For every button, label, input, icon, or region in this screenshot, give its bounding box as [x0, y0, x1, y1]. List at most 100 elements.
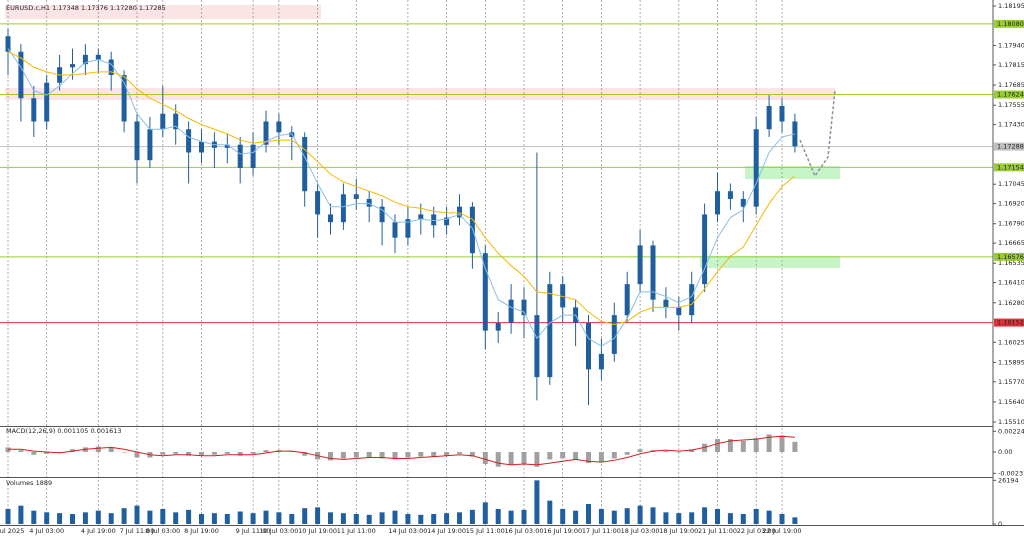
y-tick-label: 1.17685	[998, 81, 1024, 89]
candle-body	[224, 144, 230, 148]
y-tick-label: 1.17045	[998, 180, 1024, 188]
macd-bar	[186, 452, 192, 456]
x-tick-label: 16 Jul 03:00	[505, 527, 544, 535]
volume-bar	[121, 508, 127, 524]
macd-bar	[199, 452, 204, 456]
y-tick-label: 1.16790	[998, 220, 1024, 228]
y-tick-label: 1.16025	[998, 338, 1024, 346]
candle-body	[237, 144, 243, 168]
y-tick-label: 1.15510	[998, 418, 1024, 426]
x-tick-label: 9 Jul 11:00	[236, 527, 271, 535]
y-tick-label: 0	[998, 520, 1002, 528]
candle-body	[611, 315, 617, 354]
x-tick-label: 8 Jul 03:00	[145, 527, 180, 535]
macd-bar	[18, 450, 24, 452]
macd-bar	[547, 452, 553, 460]
macd-bar	[224, 452, 230, 454]
volume-bar	[740, 514, 746, 524]
x-tick-label: 21 Jul 11:00	[698, 527, 737, 535]
candle-body	[340, 194, 346, 223]
volume-bar	[5, 509, 11, 524]
macd-bar	[237, 452, 243, 456]
macd-bar	[715, 439, 720, 452]
macd-bar	[392, 452, 398, 460]
volume-bar	[70, 514, 75, 524]
volume-bar	[702, 507, 708, 524]
candle-body	[753, 129, 759, 207]
moving-average	[7, 48, 796, 347]
macd-bar	[663, 451, 669, 452]
volume-bar	[586, 504, 591, 524]
candle-body	[44, 82, 50, 122]
volume-bar	[624, 508, 630, 524]
volume-bar	[560, 509, 566, 524]
y-tick-label: 1.16410	[998, 279, 1024, 287]
volume-title: Volumes 1889	[6, 479, 52, 487]
candle-body	[186, 129, 192, 153]
macd-bar	[134, 452, 140, 458]
y-tick-label: 1.15770	[998, 378, 1024, 386]
candle-body	[482, 253, 488, 331]
macd-bar	[469, 452, 475, 457]
macd-bar	[366, 452, 372, 458]
volume-bar	[766, 510, 772, 524]
candle-body	[521, 299, 527, 316]
macd-bar	[444, 452, 450, 456]
candle-body	[431, 214, 437, 226]
volume-bar	[276, 512, 282, 524]
x-tick-label: 17 Jul 11:00	[582, 527, 621, 535]
level-label: 1.17154	[997, 163, 1024, 171]
macd-bar	[676, 452, 682, 453]
candle-body	[366, 198, 372, 207]
y-tick-label: 26194	[998, 476, 1019, 484]
macd-bar	[44, 452, 50, 454]
volume-bar	[315, 507, 321, 524]
volume-bar	[199, 514, 204, 524]
macd-bar	[250, 452, 256, 454]
candle-body	[715, 191, 720, 215]
y-tick-label: 1.16535	[998, 259, 1024, 267]
candle-body	[702, 214, 708, 285]
volume-bar	[753, 509, 759, 524]
volume-bar	[186, 509, 192, 524]
y-tick-label: 1.18195	[998, 2, 1024, 10]
macd-bar	[727, 439, 733, 452]
volume-bar	[224, 514, 230, 524]
macd-bar	[328, 452, 333, 461]
candle-body	[379, 206, 385, 223]
x-tick-label: 18 Jul 19:00	[659, 527, 698, 535]
volume-bar	[431, 514, 437, 524]
volume-bar	[715, 509, 720, 524]
volume-bar	[173, 512, 179, 524]
candle-body	[560, 284, 566, 308]
volume-bar	[457, 512, 462, 524]
macd-bar	[521, 452, 527, 464]
volume-bar	[211, 513, 217, 524]
candle-body	[199, 141, 204, 153]
volume-bar	[521, 509, 527, 524]
volume-bar	[779, 514, 785, 524]
level-label: 1.17288	[997, 143, 1024, 151]
x-tick-label: 10 Jul 19:00	[298, 527, 337, 535]
candle-body	[302, 136, 308, 192]
volume-bar	[108, 513, 114, 524]
macd-bar	[560, 452, 566, 459]
candle-body	[637, 245, 643, 285]
volume-bar	[31, 510, 37, 524]
levels	[0, 23, 993, 324]
macd-bar	[624, 452, 630, 455]
macd-bar	[766, 434, 772, 452]
macd-bar	[534, 452, 540, 467]
volume-bar	[237, 511, 243, 524]
candle-body	[263, 121, 269, 145]
x-tick-label: 14 Jul 03:00	[388, 527, 427, 535]
volume-bar	[689, 512, 695, 524]
macd-bar	[108, 447, 114, 452]
y-tick-label: 1.17940	[998, 42, 1024, 50]
volume-bar	[547, 500, 553, 524]
macd-bar	[95, 446, 101, 452]
candle-body	[95, 54, 101, 60]
candle-body	[160, 113, 166, 130]
level-tag	[994, 252, 1024, 261]
